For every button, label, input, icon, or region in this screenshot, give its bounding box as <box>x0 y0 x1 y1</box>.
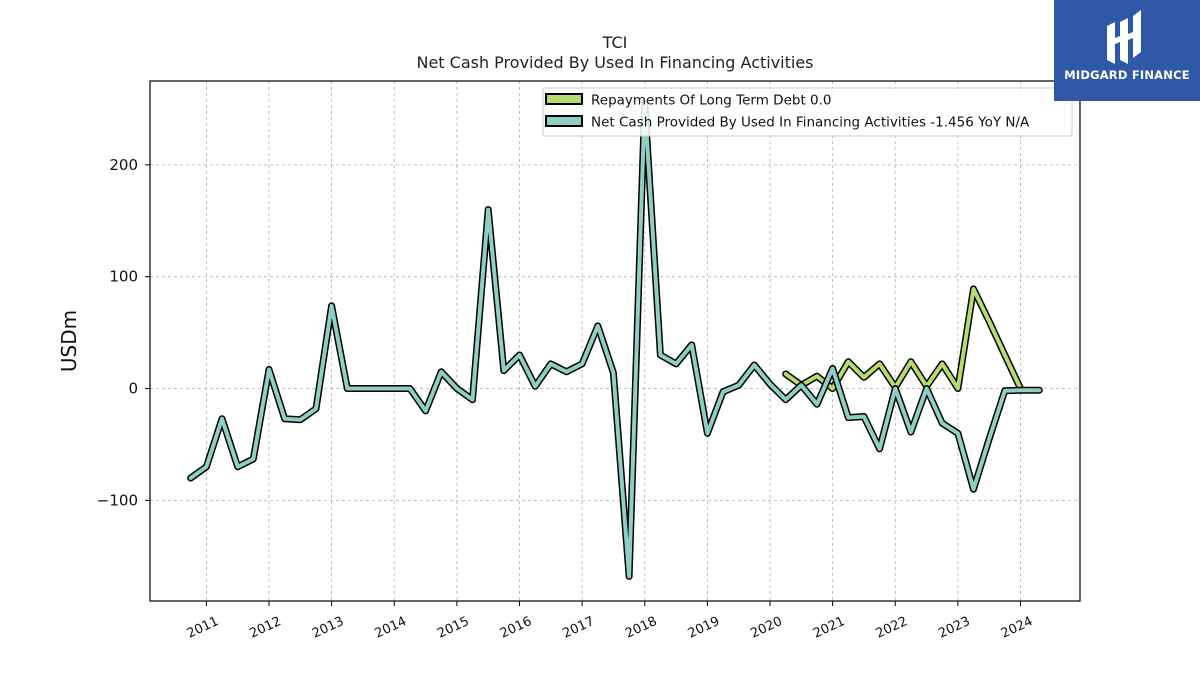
y-tick-label: 200 <box>109 156 138 174</box>
chart-subtitle: Net Cash Provided By Used In Financing A… <box>416 53 813 72</box>
legend-box <box>542 87 1073 137</box>
series-lines <box>187 99 1043 580</box>
legend-swatch-net-cash <box>545 115 583 127</box>
brand-name: MIDGARD FINANCE <box>1064 68 1190 82</box>
x-tick-label: 2013 <box>310 614 346 642</box>
y-tick-label: −100 <box>97 491 138 509</box>
x-tick-label: 2011 <box>185 614 221 642</box>
y-axis-label: USDm <box>57 310 81 372</box>
series-line-repayments <box>783 287 1023 391</box>
grid-lines <box>150 81 1080 601</box>
x-tick-label: 2012 <box>247 614 283 642</box>
x-tick-label: 2024 <box>999 614 1035 642</box>
legend-label-repayments: Repayments Of Long Term Debt 0.0 <box>591 93 832 109</box>
chart-title: TCI <box>602 33 628 52</box>
legend-label-net-cash: Net Cash Provided By Used In Financing A… <box>591 115 1030 131</box>
x-tick-label: 2021 <box>811 614 847 642</box>
x-tick-label: 2014 <box>373 614 409 642</box>
x-tick-label: 2016 <box>498 614 534 642</box>
y-tick-label: 100 <box>109 268 138 286</box>
x-tick-label: 2023 <box>936 614 972 642</box>
brand-logo: MIDGARD FINANCE <box>1054 0 1200 101</box>
series-line-net-cash <box>188 101 1042 579</box>
legend: Repayments Of Long Term Debt 0.0 Net Cas… <box>542 87 1073 137</box>
y-tick-label: 0 <box>128 380 138 398</box>
plot-frame <box>149 80 1081 602</box>
series-outline-net-cash <box>187 99 1043 580</box>
x-tick-label: 2020 <box>748 614 784 642</box>
midgard-logo-icon <box>1107 10 1141 64</box>
x-tick-label: 2015 <box>435 614 471 642</box>
x-tick-label: 2017 <box>560 614 596 642</box>
x-tick-label: 2019 <box>686 614 722 642</box>
legend-swatch-repayments <box>545 93 583 105</box>
x-tick-label: 2018 <box>623 614 659 642</box>
x-tick-label: 2022 <box>874 614 910 642</box>
